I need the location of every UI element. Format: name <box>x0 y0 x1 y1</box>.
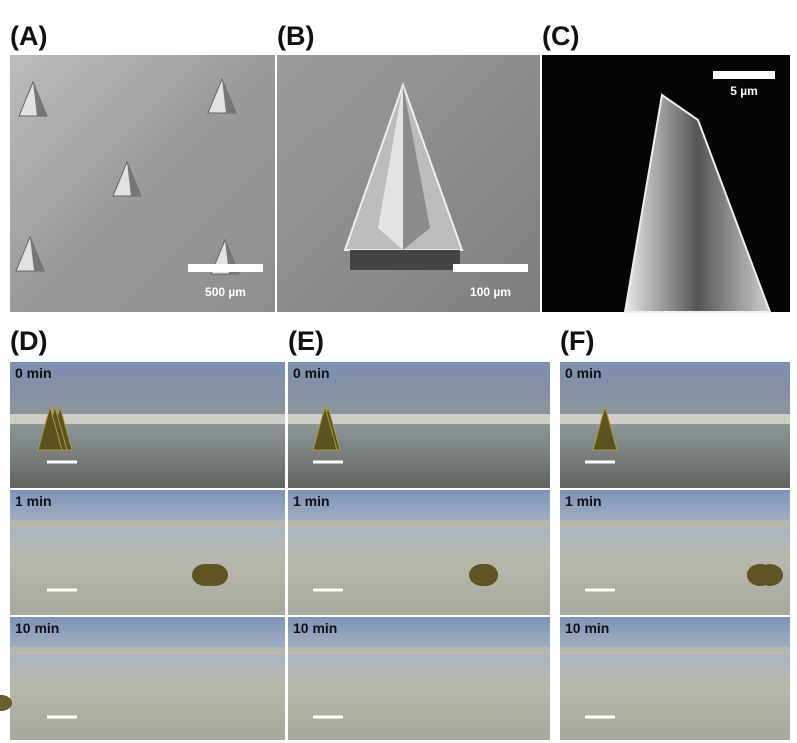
time-label: 10 min <box>565 620 609 636</box>
substrate-edge <box>560 520 790 528</box>
panel-label: (A) <box>10 21 47 51</box>
panel-label: (B) <box>277 21 314 51</box>
dissolved-needle <box>469 564 495 586</box>
panel-label: (E) <box>288 326 324 356</box>
time-label: 10 min <box>15 620 59 636</box>
scale-bar <box>188 264 263 272</box>
dissolved-needle <box>757 564 783 586</box>
time-label: 0 min <box>293 365 330 381</box>
glare <box>560 414 790 424</box>
time-label: 0 min <box>565 365 602 381</box>
scale-bar-label: 5 µm <box>730 84 758 98</box>
dissolved-needle <box>197 564 223 586</box>
panel-label: (D) <box>10 326 47 356</box>
figure: (A) 500 µm (B) 100 µm (C) 5 µm (D) 0 min 1 min 10… <box>0 0 797 743</box>
scale-bar-label: 100 µm <box>470 285 511 299</box>
scale-bar-label: 500 µm <box>205 285 246 299</box>
microneedle-base <box>350 250 460 270</box>
scale-bar <box>453 264 528 272</box>
scale-bar <box>713 71 775 79</box>
time-label: 1 min <box>15 493 52 509</box>
substrate-edge <box>560 647 790 655</box>
panel-label: (C) <box>542 21 579 51</box>
substrate-edge <box>288 520 550 528</box>
time-label: 0 min <box>15 365 52 381</box>
panel-label: (F) <box>560 326 594 356</box>
substrate-edge <box>10 520 285 528</box>
substrate-edge <box>288 647 550 655</box>
substrate-edge <box>10 647 285 655</box>
time-label: 10 min <box>293 620 337 636</box>
time-label: 1 min <box>565 493 602 509</box>
time-label: 1 min <box>293 493 330 509</box>
